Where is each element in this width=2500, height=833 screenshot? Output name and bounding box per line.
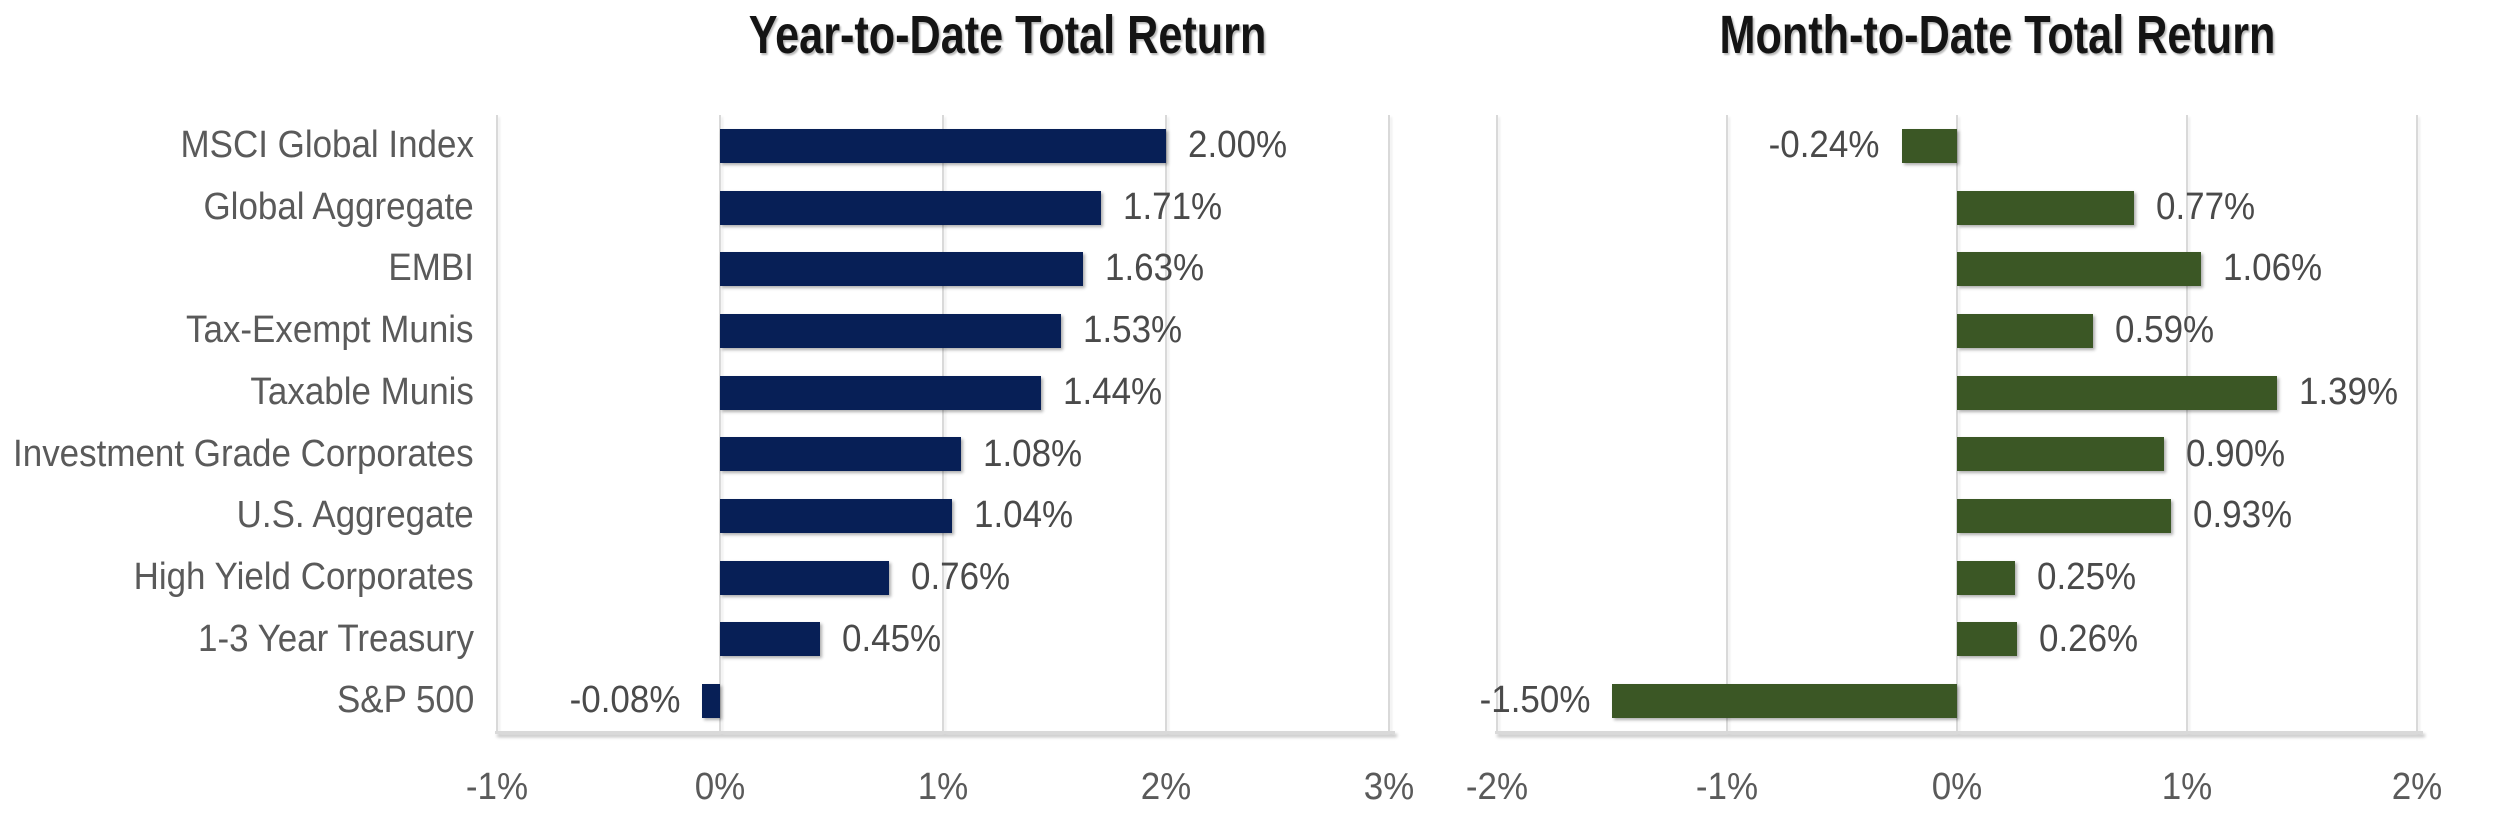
bar [720, 622, 821, 657]
bar [1957, 190, 2135, 225]
category-label: High Yield Corporates [133, 555, 474, 598]
gridline [1388, 115, 1390, 732]
category-label: EMBI [388, 247, 474, 290]
value-label: 0.45% [842, 617, 942, 660]
value-label: 0.90% [2186, 432, 2286, 475]
value-label: 1.63% [1105, 247, 1205, 290]
gridline [496, 115, 498, 732]
x-tick-label: 3% [1363, 766, 1415, 808]
chart-title-text: Month-to-Date Total Return [1719, 5, 2275, 65]
bar [702, 684, 720, 719]
bar [1957, 560, 2015, 595]
category-label: MSCI Global Index [180, 124, 474, 166]
value-label: 1.04% [973, 494, 1074, 537]
x-axis-line [495, 731, 1395, 734]
bar [720, 560, 890, 595]
chart-title: Month-to-Date Total Return [1597, 4, 2397, 66]
bar [720, 437, 961, 472]
bar [1957, 375, 2277, 410]
gridline [2416, 115, 2418, 732]
bar [720, 190, 1102, 225]
bar [720, 128, 1166, 163]
gridline [1956, 115, 1958, 732]
plot-area [495, 115, 1395, 734]
x-tick-label: -1% [1695, 766, 1759, 808]
category-label: 1-3 Year Treasury [198, 617, 474, 660]
value-label: 0.77% [2156, 185, 2256, 228]
value-label: 1.71% [1123, 185, 1223, 228]
x-tick-label: 2% [2391, 766, 2443, 808]
category-label: Tax-Exempt Munis [186, 309, 474, 352]
category-label: Investment Grade Corporates [13, 432, 474, 475]
x-tick-label: 2% [1140, 766, 1192, 808]
gridline [1496, 115, 1498, 732]
value-label: 1.06% [2222, 247, 2322, 290]
value-label: -1.50% [1479, 679, 1590, 722]
bar [1957, 622, 2017, 657]
value-label: 0.93% [2192, 494, 2293, 537]
gridline [942, 115, 944, 732]
value-label: 0.26% [2038, 617, 2138, 660]
gridline [2186, 115, 2188, 732]
x-tick-label: 0% [1931, 766, 1983, 808]
bar [720, 313, 1062, 348]
bar [1901, 128, 1957, 163]
plot-area [1495, 115, 2423, 734]
gridline [1165, 115, 1167, 732]
value-label: 2.00% [1188, 124, 1288, 166]
gridline [719, 115, 721, 732]
bar [1957, 313, 2093, 348]
value-label: -0.08% [569, 679, 681, 722]
value-label: 0.25% [2036, 555, 2136, 598]
category-label: Taxable Munis [250, 370, 474, 413]
value-label: 1.44% [1063, 370, 1163, 413]
x-tick-label: -2% [1465, 766, 1529, 808]
value-label: -0.24% [1769, 124, 1880, 166]
value-label: 0.76% [911, 555, 1011, 598]
bar [1957, 437, 2164, 472]
category-label: S&P 500 [336, 679, 474, 722]
bar [720, 499, 952, 534]
bar [1957, 252, 2201, 287]
category-label: Global Aggregate [203, 185, 474, 228]
gridline [1726, 115, 1728, 732]
bar [1957, 499, 2171, 534]
chart-title: Year-to-Date Total Return [608, 4, 1408, 66]
bar [1612, 684, 1957, 719]
category-label: U.S. Aggregate [236, 494, 474, 537]
x-axis-line [1495, 731, 2423, 734]
x-tick-label: 1% [917, 766, 969, 808]
value-label: 1.39% [2298, 370, 2398, 413]
x-tick-label: 0% [694, 766, 746, 808]
x-tick-label: -1% [465, 766, 529, 808]
bar [720, 375, 1042, 410]
x-tick-label: 1% [2161, 766, 2213, 808]
value-label: 1.08% [982, 432, 1082, 475]
value-label: 0.59% [2114, 309, 2214, 352]
bar [720, 252, 1084, 287]
value-label: 1.53% [1083, 309, 1183, 352]
chart-title-text: Year-to-Date Total Return [749, 5, 1267, 65]
